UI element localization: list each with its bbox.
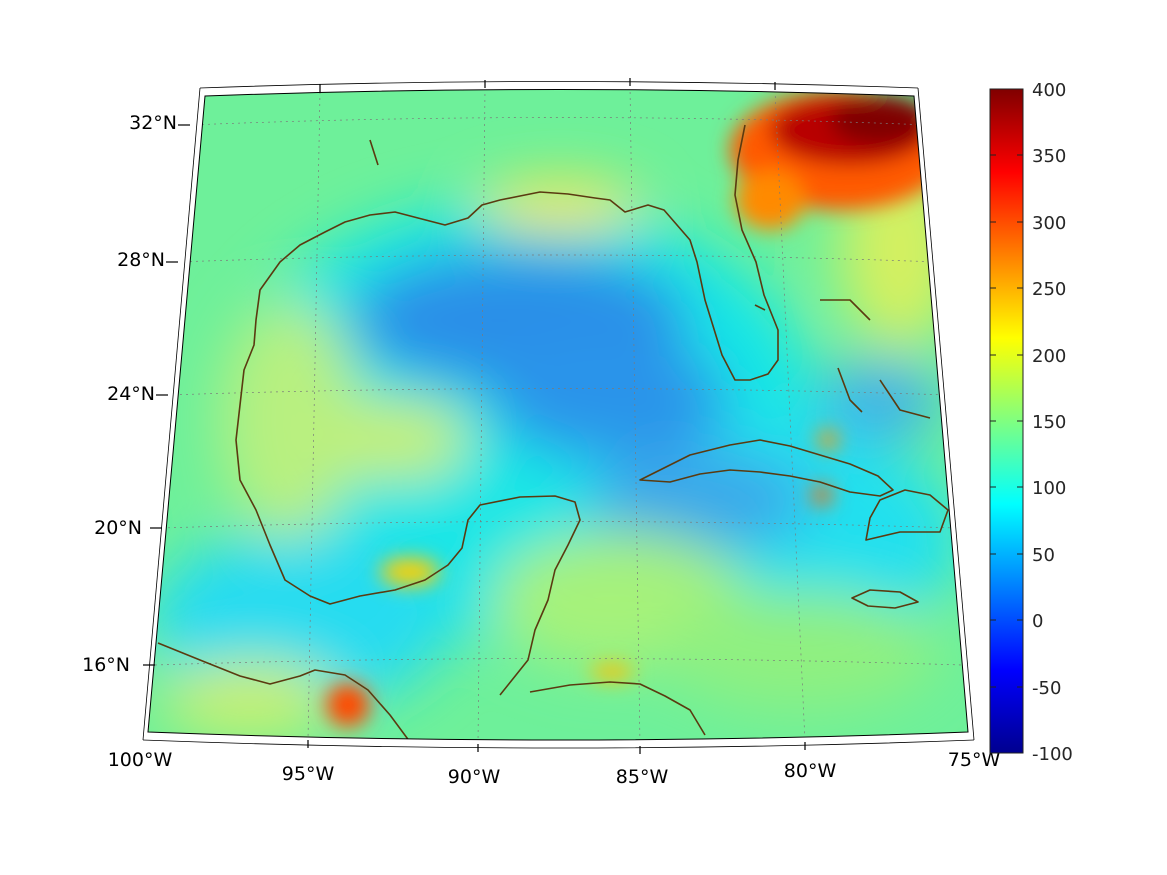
colorbar-label: 150 bbox=[1032, 412, 1066, 433]
colorbar-label: -50 bbox=[1032, 678, 1061, 699]
map-frame bbox=[142, 81, 975, 749]
colorbar-label: -100 bbox=[1032, 744, 1073, 765]
colorbar-label: 100 bbox=[1032, 478, 1066, 499]
colorbar-label: 200 bbox=[1032, 346, 1066, 367]
latitude-label: 16°N bbox=[82, 654, 130, 676]
frame-ticks bbox=[143, 78, 806, 754]
colorbar-label: 300 bbox=[1032, 213, 1066, 234]
latitude-label: 32°N bbox=[129, 112, 177, 134]
colorbar-labels: 400 350 300 250 200 150 100 50 0 -50 -10… bbox=[1032, 80, 1073, 765]
latitude-label: 24°N bbox=[107, 383, 155, 405]
latitude-label: 28°N bbox=[117, 249, 165, 271]
latitude-label: 20°N bbox=[94, 517, 142, 539]
graticule bbox=[154, 89, 963, 740]
longitude-labels: 100°W 95°W 90°W 85°W 80°W 75°W bbox=[108, 749, 1001, 788]
colorbar-label: 350 bbox=[1032, 146, 1066, 167]
longitude-label: 100°W bbox=[108, 749, 173, 771]
longitude-label: 85°W bbox=[616, 766, 669, 788]
colorbar-label: 50 bbox=[1032, 545, 1055, 566]
coastlines bbox=[157, 124, 949, 740]
latitude-labels: 16°N 20°N 24°N 28°N 32°N bbox=[82, 112, 177, 676]
longitude-label: 95°W bbox=[282, 763, 335, 785]
colorbar-label: 400 bbox=[1032, 80, 1066, 101]
colorbar-ticks bbox=[990, 154, 1023, 688]
longitude-label: 80°W bbox=[784, 760, 837, 782]
colorbar: 400 350 300 250 200 150 100 50 0 -50 -10… bbox=[989, 80, 1073, 765]
colorbar-label: 0 bbox=[1032, 611, 1043, 632]
longitude-label: 90°W bbox=[448, 766, 501, 788]
data-field bbox=[148, 89, 968, 740]
longitude-label: 75°W bbox=[948, 749, 1001, 771]
colorbar-label: 250 bbox=[1032, 279, 1066, 300]
